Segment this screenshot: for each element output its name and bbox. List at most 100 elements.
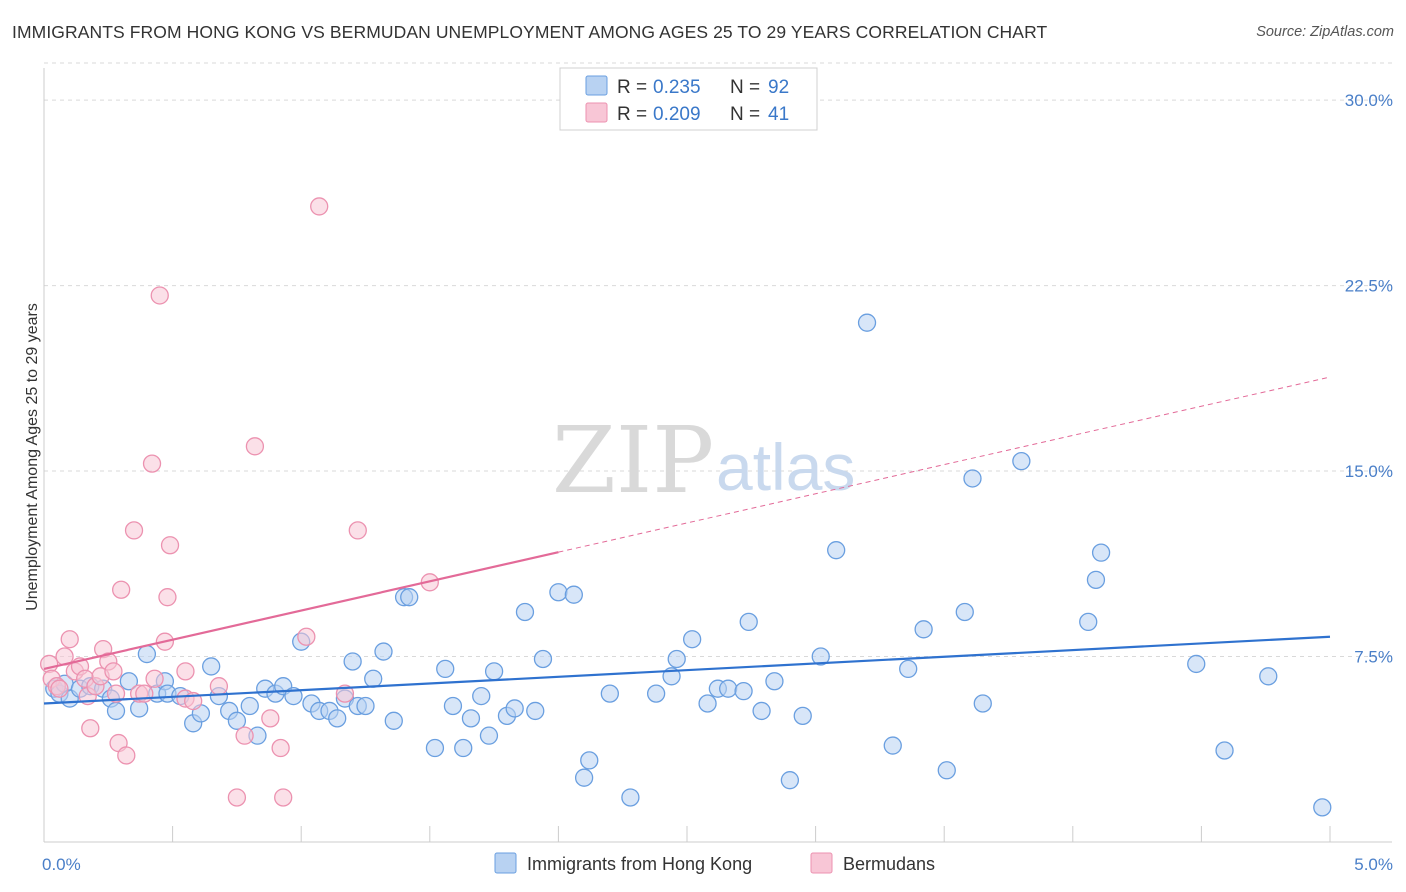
hongkong-point [443, 696, 463, 716]
hongkong-point [374, 642, 393, 661]
hongkong-point [564, 585, 583, 604]
legend-n-value-2: 41 [768, 104, 789, 125]
legend-r-label-1: R = [617, 77, 647, 98]
bermudan-point [60, 630, 79, 649]
watermark-atlas: atlas [716, 430, 855, 504]
bermudan-point [142, 454, 162, 473]
hongkong-point [1079, 612, 1098, 632]
hongkong-point [857, 313, 877, 332]
hongkong-point [899, 659, 918, 679]
bermudan-point [335, 684, 355, 703]
hongkong-point [739, 612, 758, 632]
legend-n-label-2: N = [730, 104, 760, 125]
hongkong-point [621, 788, 640, 807]
y-axis-label: Unemployment Among Ages 25 to 29 years [24, 303, 41, 611]
hongkong-point [484, 662, 504, 681]
hongkong-point [780, 771, 800, 790]
hongkong-point [343, 652, 362, 671]
gridlines [44, 62, 1392, 658]
hongkong-point [646, 684, 666, 703]
bermudan-point [50, 679, 69, 698]
y-tick-label: 30.0% [1345, 91, 1393, 110]
hongkong-point [549, 583, 568, 602]
x-tick-labels: 0.0% 5.0% [42, 855, 1393, 874]
hongkong-point [719, 679, 738, 698]
hongkong-point [883, 736, 902, 755]
bottom-legend-label-hongkong: Immigrants from Hong Kong [527, 854, 752, 874]
hongkong-point [698, 694, 717, 713]
hongkong-point [937, 761, 956, 780]
hongkong-point [1259, 667, 1278, 686]
bermudan-point [235, 726, 254, 745]
hongkong-point [454, 738, 473, 758]
bottom-legend-label-bermudans: Bermudans [843, 854, 935, 874]
bottom-legend-swatch-pink [810, 852, 833, 874]
bermudan-point [261, 709, 280, 728]
bottom-legend-swatch-blue [494, 852, 517, 874]
trend-line-hongkong [43, 635, 1331, 705]
bermudan-point [245, 437, 265, 456]
hongkong-point [973, 694, 992, 713]
hongkong-point [202, 657, 221, 676]
hongkong-point [436, 659, 455, 679]
y-tick-label: 22.5% [1345, 277, 1393, 296]
bermudan-point [145, 669, 164, 688]
hongkong-point [1187, 654, 1206, 674]
hongkong-point [574, 768, 594, 787]
bermudan-point [348, 521, 367, 540]
hongkong-point [963, 469, 982, 488]
hongkong-point [505, 699, 524, 718]
trend-line-bermudans-solid [43, 551, 559, 670]
hongkong-point [1091, 543, 1111, 562]
bermudan-point [112, 580, 131, 599]
bermudan-point [106, 684, 126, 703]
bottom-legend: Immigrants from Hong Kong Bermudans [494, 852, 935, 874]
hongkong-point [1012, 452, 1031, 471]
x-tick-label: 0.0% [42, 855, 81, 874]
hongkong-point [400, 588, 419, 607]
chart-title: IMMIGRANTS FROM HONG KONG VS BERMUDAN UN… [12, 22, 1048, 42]
hongkong-point [667, 649, 686, 669]
hongkong-point [119, 672, 139, 691]
hongkong-point [137, 644, 157, 664]
legend-swatch-blue [585, 75, 608, 96]
legend-n-value-1: 92 [768, 77, 789, 98]
watermark: ZIP atlas [552, 407, 855, 514]
y-tick-label: 15.0% [1345, 462, 1393, 481]
hongkong-point [765, 672, 784, 691]
hongkong-point [682, 630, 702, 649]
legend-swatch-pink [585, 102, 608, 123]
hongkong-point [384, 711, 403, 730]
hongkong-point [793, 706, 812, 726]
legend: R = 0.235 N = 92 R = 0.209 N = 41 [559, 67, 818, 131]
bermudan-point [81, 719, 100, 738]
legend-n-label-1: N = [730, 77, 760, 98]
hongkong-point [955, 602, 974, 622]
hongkong-point [364, 669, 383, 688]
y-tick-labels: 7.5% 15.0% 22.5% 30.0% [1345, 91, 1393, 666]
legend-r-value-2: 0.209 [653, 104, 701, 125]
bermudan-point [160, 536, 180, 555]
bermudan-point [297, 627, 316, 646]
hongkong-point [479, 726, 499, 745]
hongkong-point [1215, 741, 1234, 760]
bermudan-point [271, 738, 290, 758]
hongkong-point [515, 602, 535, 622]
hongkong-point [914, 620, 933, 639]
hongkong-point [240, 696, 259, 716]
bermudan-point [39, 654, 59, 674]
hongkong-point [533, 649, 553, 669]
hongkong-point [425, 738, 445, 758]
hongkong-point [827, 541, 846, 560]
source-label: Source: ZipAtlas.com [1256, 24, 1394, 40]
hongkong-point [461, 709, 481, 728]
legend-r-label-2: R = [617, 104, 647, 125]
bermudan-point [176, 662, 195, 681]
hongkong-point [526, 701, 545, 721]
hongkong-point [328, 709, 347, 728]
hongkong-point [580, 751, 599, 770]
bermudan-point [274, 788, 293, 807]
bermudan-point [209, 677, 229, 696]
trend-line-bermudans-dashed [558, 376, 1331, 553]
